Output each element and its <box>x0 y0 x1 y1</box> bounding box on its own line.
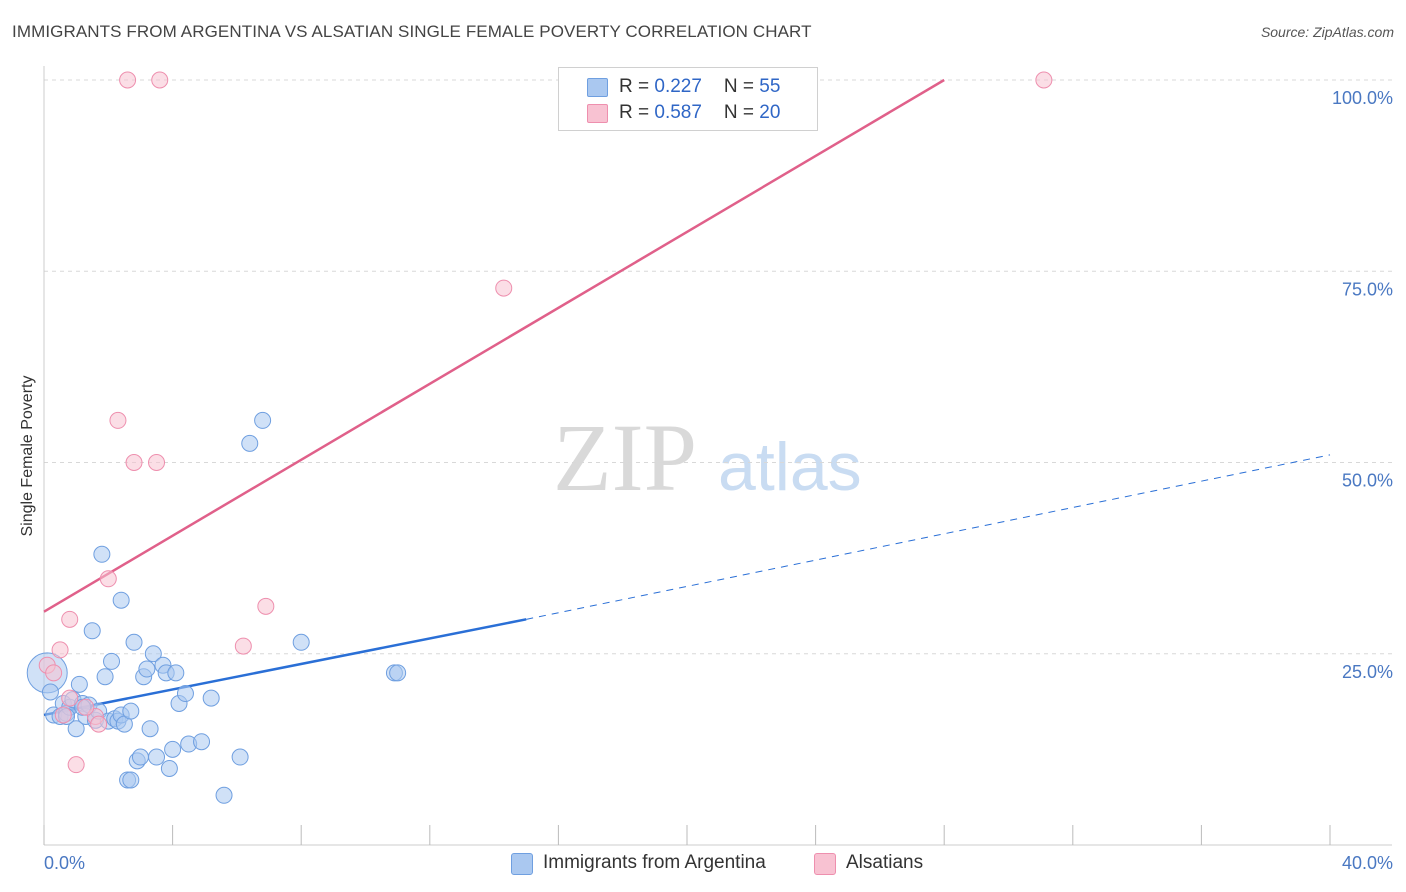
trendline-argentina-solid <box>43 618 527 717</box>
point-alsatians <box>61 689 79 707</box>
point-argentina <box>138 660 156 678</box>
series-name-alsatians: Alsatians <box>846 852 924 873</box>
point-argentina <box>103 652 121 670</box>
point-alsatians <box>148 454 166 471</box>
point-argentina <box>70 675 88 693</box>
point-argentina <box>193 733 211 751</box>
series-name-argentina: Immigrants from Argentina <box>543 852 766 873</box>
point-argentina <box>122 771 140 789</box>
legend-text-alsatians: R = 0.587 N = 20 <box>619 102 780 124</box>
correlation-legend: R = 0.227 N = 55 R = 0.587 N = 20 <box>558 67 818 131</box>
point-alsatians <box>234 637 252 655</box>
y-tick-label: 75.0% <box>1342 279 1393 299</box>
point-argentina <box>389 664 407 682</box>
trendline-alsatians <box>43 78 945 613</box>
point-argentina <box>176 685 194 703</box>
point-argentina <box>96 668 114 686</box>
legend-r-value: 0.587 <box>654 102 702 123</box>
point-argentina <box>241 434 259 452</box>
point-alsatians <box>109 411 127 429</box>
data-points <box>26 71 1053 804</box>
point-alsatians <box>125 454 143 471</box>
series-swatch-pink <box>814 853 836 875</box>
legend-n-label: N = <box>723 76 760 97</box>
x-tick-label-max: 40.0% <box>1342 853 1393 873</box>
watermark-atlas: atlas <box>718 429 862 505</box>
point-argentina <box>160 760 178 777</box>
point-argentina <box>148 748 166 766</box>
legend-r-value: 0.227 <box>654 76 702 97</box>
point-alsatians <box>151 71 169 89</box>
point-argentina <box>141 720 159 738</box>
point-alsatians <box>45 664 63 682</box>
point-argentina <box>125 633 143 651</box>
legend-swatch-blue <box>587 78 608 97</box>
point-argentina <box>93 545 111 563</box>
point-argentina <box>231 748 249 766</box>
x-tick-label-min: 0.0% <box>44 853 85 873</box>
point-argentina <box>215 786 233 804</box>
point-argentina <box>122 702 140 720</box>
point-argentina <box>112 591 130 609</box>
point-argentina <box>254 411 272 429</box>
legend-n-label: N = <box>723 102 760 123</box>
watermark-zip: ZIP <box>553 404 697 511</box>
legend-n-value: 55 <box>759 76 781 97</box>
point-alsatians <box>77 698 95 716</box>
point-alsatians <box>99 570 117 588</box>
point-argentina <box>164 740 182 758</box>
series-swatch-blue <box>511 853 533 875</box>
point-alsatians <box>495 279 513 297</box>
legend-swatch-pink <box>587 104 608 123</box>
point-alsatians <box>257 597 275 615</box>
point-argentina <box>67 720 85 738</box>
point-alsatians <box>119 71 137 89</box>
point-argentina <box>202 689 220 707</box>
legend-r-label: R = <box>619 102 655 123</box>
point-argentina <box>144 645 162 663</box>
trend-lines <box>43 78 1331 717</box>
point-alsatians <box>1035 71 1053 89</box>
legend-text-argentina: R = 0.227 N = 55 <box>619 76 780 98</box>
point-argentina <box>167 664 185 682</box>
point-alsatians <box>90 715 108 733</box>
point-argentina <box>131 748 149 766</box>
y-tick-label: 50.0% <box>1342 471 1393 491</box>
point-argentina <box>292 633 310 651</box>
y-tick-label: 25.0% <box>1342 662 1393 682</box>
chart-title: IMMIGRANTS FROM ARGENTINA VS ALSATIAN SI… <box>12 22 812 41</box>
y-tick-label: 100.0% <box>1332 88 1393 108</box>
legend-n-value: 20 <box>759 102 781 123</box>
point-argentina <box>83 622 101 640</box>
grid-lines <box>44 79 1392 655</box>
axes <box>43 66 1392 846</box>
point-argentina <box>41 683 59 701</box>
tick-labels: 25.0% 50.0% 75.0% 100.0% 0.0% 40.0% <box>44 88 1393 873</box>
trendline-argentina-dashed <box>526 454 1331 620</box>
point-alsatians <box>67 756 85 774</box>
point-alsatians <box>54 706 72 724</box>
legend-r-label: R = <box>619 76 655 97</box>
point-alsatians <box>61 610 79 628</box>
point-alsatians <box>51 641 69 659</box>
source-label: Source: ZipAtlas.com <box>1260 24 1394 40</box>
